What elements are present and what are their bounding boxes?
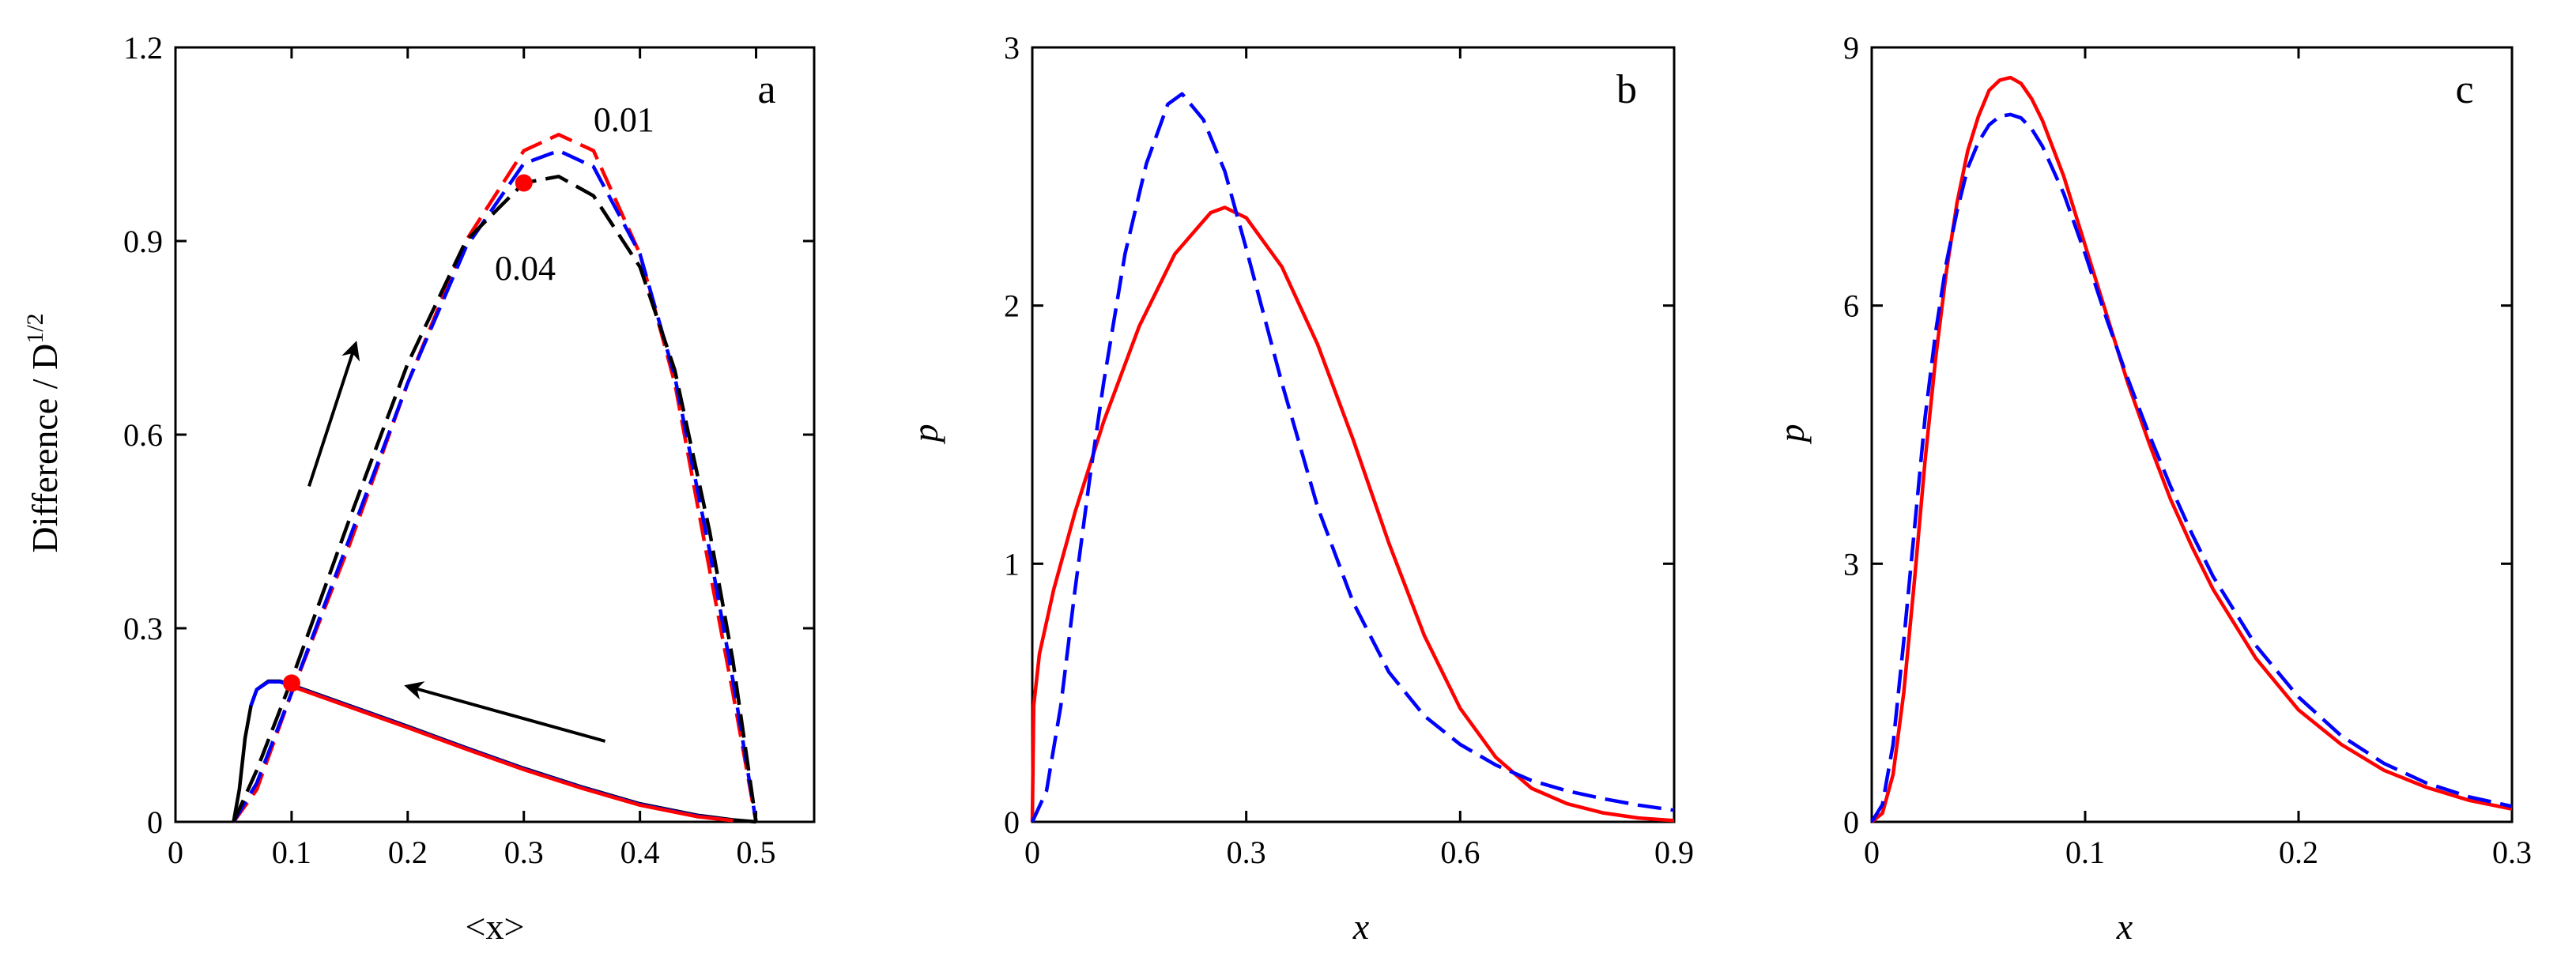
x-tick-label: 0.9 xyxy=(1654,835,1694,870)
x-tick-label: 0.1 xyxy=(2065,835,2105,870)
x-tick-label: 0.4 xyxy=(620,835,660,870)
series-line xyxy=(232,149,758,823)
series-line xyxy=(232,175,758,823)
x-tick-label: 0 xyxy=(1024,835,1040,870)
highlight-point xyxy=(282,674,300,692)
y-tick-label: 1.2 xyxy=(123,30,163,66)
x-axis-label: <x> xyxy=(466,906,525,947)
x-tick-label: 0.3 xyxy=(1227,835,1266,870)
x-tick-label: 0.5 xyxy=(737,835,776,870)
x-tick-label: 0 xyxy=(1864,835,1880,870)
series-line xyxy=(1030,92,1675,823)
x-tick-label: 0.2 xyxy=(388,835,428,870)
curve-annotation: 0.04 xyxy=(495,249,556,288)
y-tick-label: 3 xyxy=(1004,30,1020,66)
y-tick-label: 0 xyxy=(147,804,163,840)
series-line xyxy=(1870,75,2513,823)
series-line xyxy=(1030,205,1675,823)
y-tick-label: 0.9 xyxy=(123,224,163,259)
chart-panel-a: Difference / D1/2 <x> 0 0.1 0.2 0.3 0.4 0.5 0 0… xyxy=(22,30,816,947)
series-line xyxy=(232,679,756,824)
y-tick-label: 6 xyxy=(1843,288,1859,324)
y-tick-label: 3 xyxy=(1843,546,1859,582)
highlight-point xyxy=(515,174,533,192)
series-line xyxy=(1870,112,2513,823)
y-tick-label: 0 xyxy=(1004,804,1020,840)
y-axis-label-text: Difference / D xyxy=(25,344,65,553)
y-tick-label: 0.3 xyxy=(123,611,163,646)
x-axis-label: x xyxy=(2116,906,2133,947)
x-tick-label: 0.6 xyxy=(1440,835,1480,870)
y-tick-label: 0.6 xyxy=(123,417,163,453)
x-axis-label: x xyxy=(1352,906,1370,947)
series-line xyxy=(291,684,734,823)
arrow-annotation xyxy=(307,341,360,487)
curve-annotation: 0.01 xyxy=(594,100,654,139)
x-tick-label: 0 xyxy=(168,835,183,870)
y-axis-label: Difference / D1/2 xyxy=(22,313,65,552)
y-axis-label-superscript: 1/2 xyxy=(22,313,48,343)
plot-frame xyxy=(1870,46,2514,823)
y-axis-label: p xyxy=(905,424,945,445)
y-axis-label: p xyxy=(1771,424,1812,445)
plot-frame xyxy=(1031,46,1676,823)
chart-panel-c: p x 0 0.1 0.2 0.3 0 3 6 9 c xyxy=(1771,30,2532,947)
y-tick-label: 2 xyxy=(1004,288,1020,324)
panel-label: a xyxy=(757,67,775,112)
x-tick-label: 0.2 xyxy=(2279,835,2318,870)
arrow-annotation xyxy=(404,681,606,743)
y-tick-label: 9 xyxy=(1843,30,1859,66)
chart-panel-b: p x 0 0.3 0.6 0.9 0 1 2 3 b xyxy=(905,30,1694,947)
y-tick-label: 0 xyxy=(1843,804,1859,840)
x-tick-label: 0.3 xyxy=(2492,835,2532,870)
y-tick-label: 1 xyxy=(1004,546,1020,582)
x-tick-label: 0.3 xyxy=(504,835,544,870)
x-tick-label: 0.1 xyxy=(272,835,311,870)
plot-frame xyxy=(174,46,816,823)
series-line xyxy=(249,680,734,823)
panel-label: b xyxy=(1616,67,1637,112)
panel-label: c xyxy=(2455,67,2473,112)
